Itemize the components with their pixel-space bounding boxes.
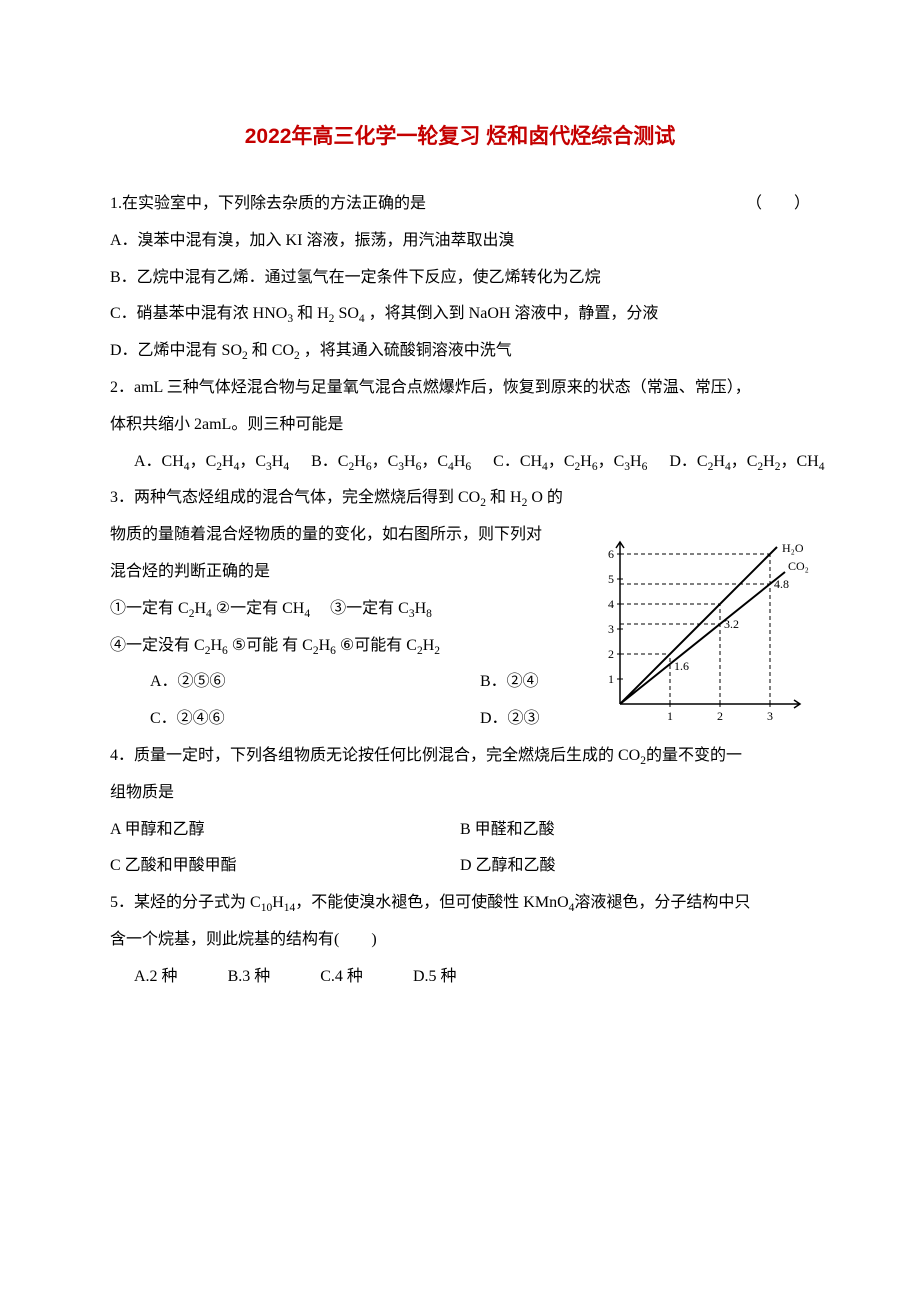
- title-text: 2022年高三化学一轮复习 烃和卤代烃综合测试: [245, 125, 676, 148]
- q3-s5: ④一定没有 C2H6 ⑤可能 有 C2H6 ⑥可能有 C2H2: [110, 628, 590, 665]
- pt-2: 3.2: [724, 617, 739, 631]
- q2-c: C．CH4，C2H6，C3H6: [493, 444, 647, 481]
- ytick-2: 2: [608, 647, 614, 661]
- q4-d: D 乙醇和乙酸: [460, 848, 810, 885]
- q3-s2: 物质的量随着混合烃物质的量的变化，如右图所示，则下列对: [110, 517, 590, 554]
- q4-a: A 甲醇和乙醇: [110, 812, 460, 849]
- q4-row1: A 甲醇和乙醇 B 甲醛和乙酸: [110, 812, 810, 849]
- q2-d: D．C2H4，C2H2，CH4: [669, 444, 824, 481]
- ytick-5: 5: [608, 572, 614, 586]
- pt-1: 1.6: [674, 659, 689, 673]
- q1-b: B．乙烷中混有乙烯．通过氢气在一定条件下反应，使乙烯转化为乙烷: [110, 260, 810, 297]
- q1-c: C．硝基苯中混有浓 HNO3 和 H2 SO4 ，将其倒入到 NaOH 溶液中，…: [110, 296, 810, 333]
- q5-s1: 5．某烃的分子式为 C10H14，不能使溴水褪色，但可使酸性 KMnO4溶液褪色…: [110, 885, 810, 922]
- q5-c: C.4 种: [320, 959, 363, 996]
- q1-stem: 1.在实验室中，下列除去杂质的方法正确的是 （ ）: [110, 186, 810, 223]
- q2-stem1: 2．amL 三种气体烃混合物与足量氧气混合点燃爆炸后，恢复到原来的状态（常温、常…: [110, 370, 810, 407]
- xtick-3: 3: [767, 709, 773, 723]
- graph-svg: 1 2 3 4 5 6 1 2 3 1.6 3.2 4.8: [592, 536, 812, 726]
- q3-cA: A．②⑤⑥: [150, 664, 480, 701]
- page-title: 2022年高三化学一轮复习 烃和卤代烃综合测试: [110, 120, 810, 150]
- q5-a: A.2 种: [134, 959, 178, 996]
- xtick-2: 2: [717, 709, 723, 723]
- lbl-co2: CO₂: [788, 559, 809, 573]
- lbl-h2o: H₂O: [782, 541, 804, 555]
- q1-blank: （ ）: [746, 186, 810, 223]
- q4-b: B 甲醛和乙酸: [460, 812, 810, 849]
- q3-cC: C．②④⑥: [150, 701, 480, 738]
- q2-a: A．CH4，C2H4，C3H4: [134, 444, 289, 481]
- q5-choices: A.2 种 B.3 种 C.4 种 D.5 种: [110, 959, 810, 996]
- q4-c: C 乙酸和甲酸甲酯: [110, 848, 460, 885]
- q3-s4: ①一定有 C2H4 ②一定有 CH4 ③一定有 C3H8: [110, 591, 590, 628]
- q5-s2: 含一个烷基，则此烷基的结构有( ): [110, 922, 810, 959]
- q2-stem2: 体积共缩小 2amL。则三种可能是: [110, 407, 810, 444]
- pt-3: 4.8: [774, 577, 789, 591]
- ytick-6: 6: [608, 547, 614, 561]
- q1-a: A．溴苯中混有溴，加入 KI 溶液，振荡，用汽油萃取出溴: [110, 223, 810, 260]
- q2-b: B．C2H6，C3H6，C4H6: [311, 444, 471, 481]
- q3-graph: 1 2 3 4 5 6 1 2 3 1.6 3.2 4.8: [592, 536, 812, 726]
- q3-s3: 混合烃的判断正确的是: [110, 554, 590, 591]
- q1-stem-text: 1.在实验室中，下列除去杂质的方法正确的是: [110, 195, 426, 212]
- q4-s2: 组物质是: [110, 775, 810, 812]
- q2-choices: A．CH4，C2H4，C3H4 B．C2H6，C3H6，C4H6 C．CH4，C…: [110, 444, 810, 481]
- q5-b: B.3 种: [228, 959, 271, 996]
- q5-d: D.5 种: [413, 959, 457, 996]
- q4-s1: 4．质量一定时，下列各组物质无论按任何比例混合，完全燃烧后生成的 CO2的量不变…: [110, 738, 810, 775]
- q4-row2: C 乙酸和甲酸甲酯 D 乙醇和乙酸: [110, 848, 810, 885]
- q3-s1: 3．两种气态烃组成的混合气体，完全燃烧后得到 CO2 和 H2 O 的: [110, 480, 590, 517]
- xtick-1: 1: [667, 709, 673, 723]
- q1-d: D．乙烯中混有 SO2 和 CO2 ，将其通入硫酸铜溶液中洗气: [110, 333, 810, 370]
- ytick-1: 1: [608, 672, 614, 686]
- ytick-4: 4: [608, 597, 614, 611]
- ytick-3: 3: [608, 622, 614, 636]
